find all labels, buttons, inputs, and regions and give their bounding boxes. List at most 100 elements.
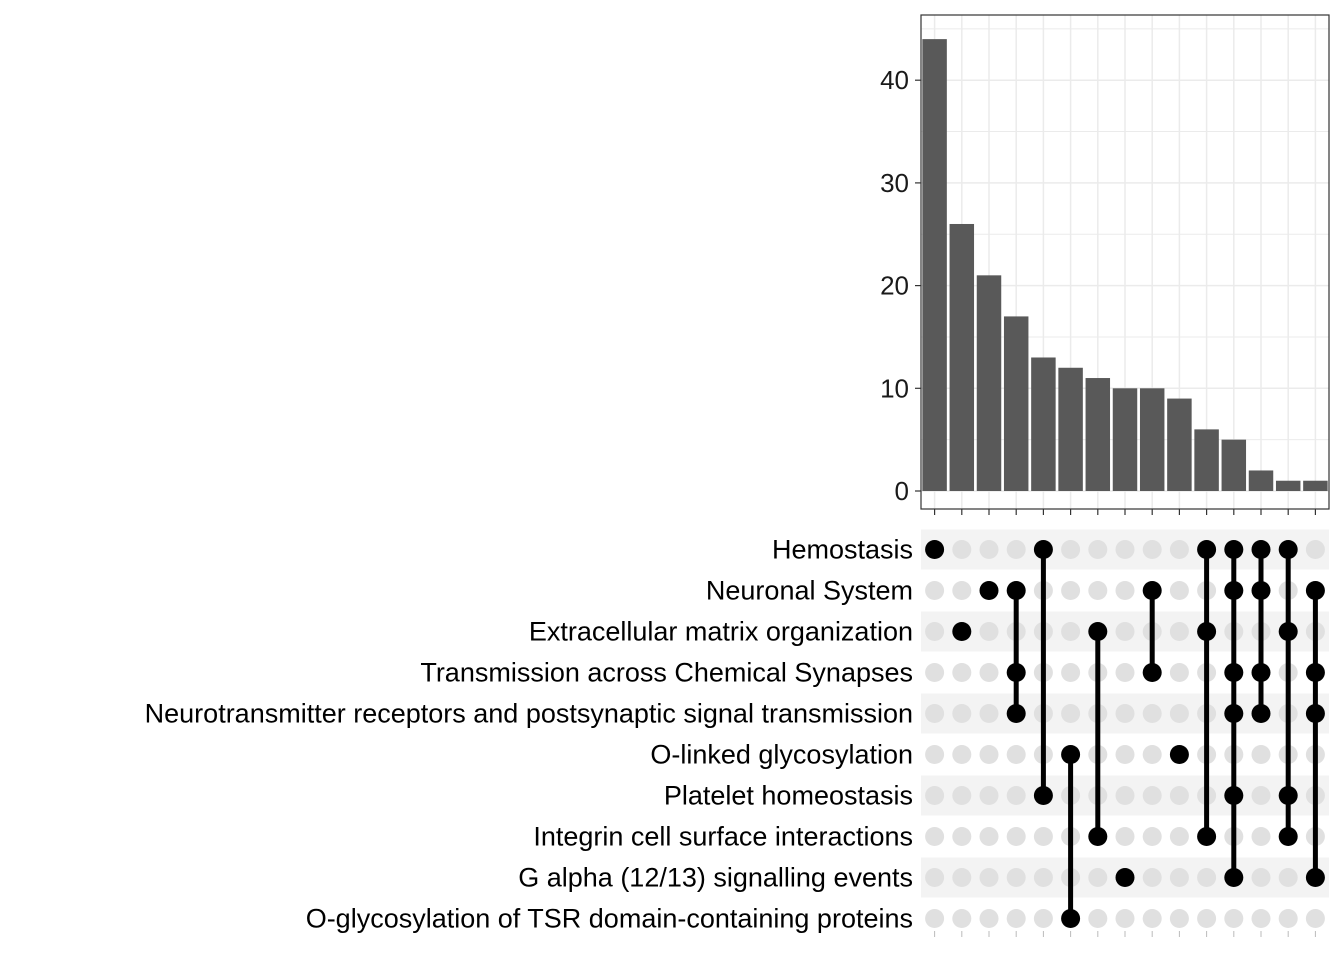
- active-dot: [952, 622, 972, 641]
- inactive-dot: [1115, 540, 1135, 559]
- inactive-dot: [1006, 786, 1026, 805]
- active-dot: [1278, 622, 1298, 641]
- inactive-dot: [1169, 581, 1189, 600]
- active-dot: [1305, 581, 1325, 600]
- inactive-dot: [1169, 540, 1189, 559]
- active-dot: [1006, 663, 1026, 682]
- inactive-dot: [952, 663, 972, 682]
- inactive-dot: [1033, 827, 1053, 846]
- active-dot: [1251, 581, 1271, 600]
- inactive-dot: [952, 786, 972, 805]
- active-dot: [1224, 868, 1244, 887]
- inactive-dot: [1006, 827, 1026, 846]
- intersection-bar: [1003, 316, 1029, 491]
- intersection-bar: [1303, 480, 1328, 491]
- inactive-dot: [1006, 745, 1026, 764]
- inactive-dot: [979, 909, 999, 928]
- inactive-dot: [979, 827, 999, 846]
- inactive-dot: [925, 786, 945, 805]
- inactive-dot: [1278, 868, 1298, 887]
- active-dot: [1278, 540, 1298, 559]
- active-dot: [1169, 745, 1189, 764]
- active-dot: [1061, 909, 1081, 928]
- set-label: Integrin cell surface interactions: [533, 822, 913, 852]
- inactive-dot: [979, 663, 999, 682]
- set-label: Neuronal System: [706, 576, 913, 606]
- active-dot: [925, 540, 945, 559]
- active-dot: [1197, 827, 1217, 846]
- inactive-dot: [1142, 827, 1162, 846]
- inactive-dot: [1142, 745, 1162, 764]
- intersection-bar: [1221, 439, 1247, 491]
- inactive-dot: [1115, 745, 1135, 764]
- inactive-dot: [1088, 540, 1108, 559]
- inactive-dot: [1115, 786, 1135, 805]
- inactive-dot: [1061, 704, 1081, 723]
- y-tick-label: 0: [895, 476, 909, 506]
- active-dot: [1224, 540, 1244, 559]
- active-dot: [1305, 704, 1325, 723]
- active-dot: [1278, 827, 1298, 846]
- inactive-dot: [1061, 622, 1081, 641]
- intersection-bar: [1031, 357, 1056, 491]
- inactive-dot: [952, 745, 972, 764]
- inactive-dot: [1142, 704, 1162, 723]
- inactive-dot: [1169, 786, 1189, 805]
- active-dot: [1115, 868, 1135, 887]
- inactive-dot: [925, 745, 945, 764]
- active-dot: [1251, 704, 1271, 723]
- inactive-dot: [1033, 909, 1053, 928]
- active-dot: [1006, 581, 1026, 600]
- intersection-bar: [949, 223, 975, 492]
- inactive-dot: [1142, 786, 1162, 805]
- inactive-dot: [1305, 540, 1325, 559]
- y-tick-label: 20: [880, 271, 909, 301]
- inactive-dot: [1006, 868, 1026, 887]
- inactive-dot: [952, 581, 972, 600]
- inactive-dot: [1061, 581, 1081, 600]
- inactive-dot: [1197, 909, 1217, 928]
- active-dot: [1033, 786, 1053, 805]
- inactive-dot: [979, 704, 999, 723]
- inactive-dot: [1169, 827, 1189, 846]
- inactive-dot: [1088, 868, 1108, 887]
- active-dot: [1061, 745, 1081, 764]
- active-dot: [1251, 663, 1271, 682]
- inactive-dot: [925, 909, 945, 928]
- intersection-bar: [1139, 388, 1165, 491]
- set-label: Hemostasis: [772, 535, 913, 565]
- set-label: O-glycosylation of TSR domain-containing…: [306, 904, 913, 934]
- inactive-dot: [979, 540, 999, 559]
- inactive-dot: [1251, 909, 1271, 928]
- active-dot: [1278, 786, 1298, 805]
- inactive-dot: [925, 704, 945, 723]
- active-dot: [1251, 540, 1271, 559]
- inactive-dot: [1115, 827, 1135, 846]
- inactive-dot: [979, 622, 999, 641]
- active-dot: [1088, 827, 1108, 846]
- inactive-dot: [1251, 745, 1271, 764]
- active-dot: [1197, 622, 1217, 641]
- intersection-bar: [1058, 367, 1083, 491]
- active-dot: [1224, 786, 1244, 805]
- inactive-dot: [1115, 909, 1135, 928]
- inactive-dot: [979, 786, 999, 805]
- inactive-dot: [979, 868, 999, 887]
- active-dot: [1224, 704, 1244, 723]
- intersection-size-panel: 0 10 20 30 40: [880, 14, 1330, 515]
- set-label: G alpha (12/13) signalling events: [518, 863, 913, 893]
- set-label: Extracellular matrix organization: [529, 617, 913, 647]
- y-tick-label: 10: [880, 373, 909, 403]
- inactive-dot: [1305, 909, 1325, 928]
- inactive-dot: [1169, 622, 1189, 641]
- inactive-dot: [1251, 786, 1271, 805]
- inactive-dot: [1251, 868, 1271, 887]
- intersection-bar: [1275, 480, 1301, 491]
- inactive-dot: [925, 581, 945, 600]
- inactive-dot: [925, 663, 945, 682]
- intersection-bar: [1167, 398, 1192, 491]
- inactive-dot: [1006, 540, 1026, 559]
- intersection-bar: [922, 39, 947, 492]
- inactive-dot: [979, 745, 999, 764]
- set-membership-matrix: Hemostasis Neuronal System Extracellular m…: [145, 529, 1329, 937]
